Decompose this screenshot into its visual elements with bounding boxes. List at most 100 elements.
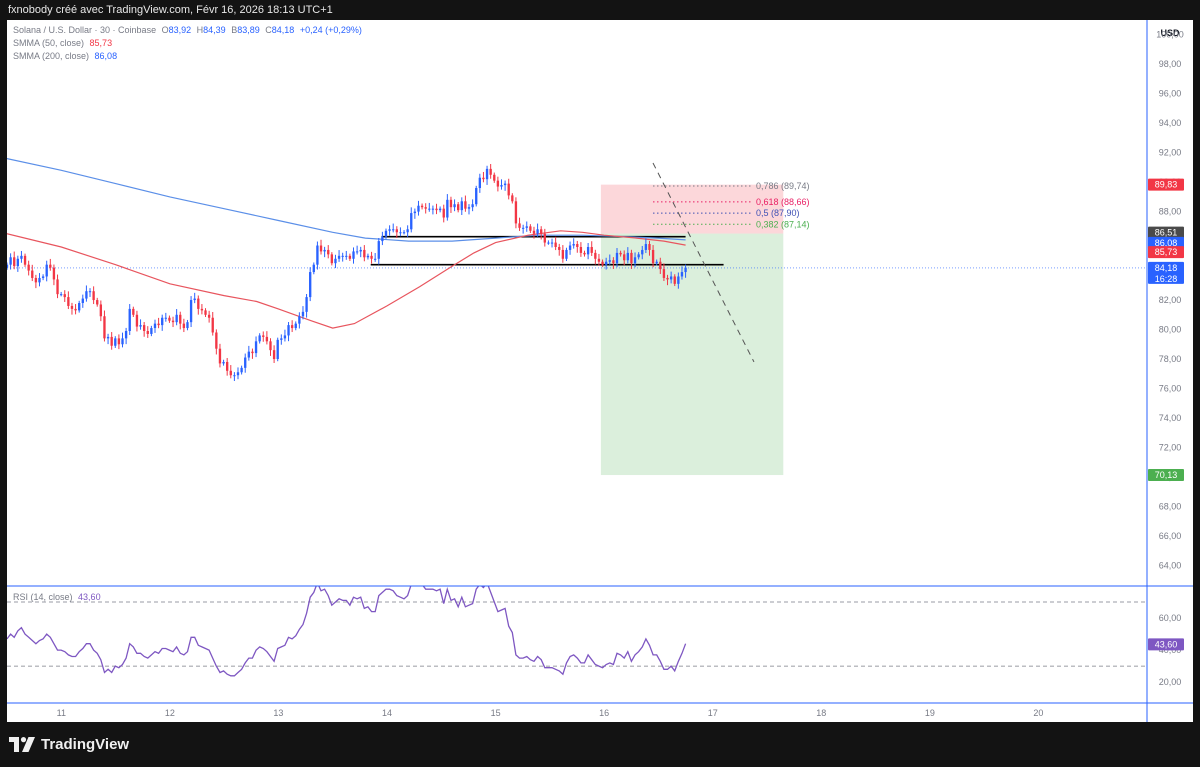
candle — [7, 262, 9, 270]
candle — [406, 225, 409, 238]
candle — [478, 173, 482, 193]
candle-body — [489, 168, 492, 175]
candle — [435, 203, 438, 215]
rsi-value: 43,60 — [78, 592, 101, 602]
candle-body — [457, 204, 460, 211]
fib-level-label: 0,382 (87,14) — [756, 219, 810, 229]
candle — [88, 288, 92, 297]
candle-body — [395, 229, 398, 233]
chart-frame[interactable]: 0,786 (89,74) 0,618 (88,66) 0,5 (87,90) 0,3… — [7, 20, 1193, 722]
candle-body — [31, 270, 34, 278]
price-tick-label: 92,00 — [1159, 148, 1182, 158]
symbol-name: Solana / U.S. Dollar · 30 · Coinbase — [13, 25, 157, 35]
candle — [641, 245, 644, 260]
legend-rsi-row[interactable]: RSI (14, close) 43,60 — [13, 592, 101, 602]
candle — [543, 228, 546, 247]
candle-body — [233, 375, 236, 377]
candle — [96, 297, 99, 307]
legend-sma50-row[interactable]: SMMA (50, close) 85,73 — [13, 38, 112, 48]
candle-body — [543, 233, 546, 243]
candle — [244, 353, 247, 373]
candle-body — [612, 260, 615, 264]
candle — [52, 264, 56, 286]
fib-retracement: 0,786 (89,74) 0,618 (88,66)0,5 (87,90)0,3… — [653, 181, 810, 229]
price-tick-label: 88,00 — [1159, 207, 1182, 217]
candle-body — [630, 252, 633, 264]
candle — [157, 317, 160, 329]
candle-body — [110, 336, 113, 346]
time-tick-label: 14 — [382, 708, 392, 718]
candle-body — [96, 300, 99, 305]
tradingview-logo[interactable]: TradingView — [9, 736, 129, 753]
candle-body — [626, 252, 629, 261]
candle-body — [330, 254, 334, 264]
candle-body — [189, 300, 193, 323]
candle — [74, 304, 77, 315]
price-tick-label: 98,00 — [1159, 59, 1182, 69]
candle — [381, 231, 384, 246]
candle — [633, 252, 637, 268]
candle — [438, 206, 442, 213]
candle — [142, 322, 146, 337]
candle — [23, 253, 27, 267]
candle-body — [272, 350, 276, 360]
candle-body — [106, 336, 110, 339]
candle — [312, 262, 315, 275]
candle-body — [568, 245, 572, 250]
candle-body — [449, 199, 453, 208]
candle — [59, 291, 63, 297]
legend-symbol-row[interactable]: Solana / U.S. Dollar · 30 · Coinbase O83… — [13, 25, 362, 35]
candle — [511, 193, 514, 204]
candle-body — [27, 264, 30, 271]
price-tick-label: 74,00 — [1159, 413, 1182, 423]
ohlc-high: H84,39 — [196, 25, 226, 35]
candle-body — [435, 208, 438, 211]
candle — [413, 208, 417, 219]
candle-body — [49, 264, 52, 268]
candle-body — [247, 351, 251, 358]
candle-body — [662, 269, 666, 278]
candle — [568, 241, 572, 255]
candle-body — [453, 204, 456, 208]
candle-body — [536, 229, 539, 234]
candle-body — [547, 242, 550, 244]
candle-body — [507, 183, 510, 196]
rsi-tick-label: 20,00 — [1159, 677, 1182, 687]
sma200-label: SMMA (200, close) — [13, 51, 90, 61]
ohlc-change: +0,24 (+0,29%) — [299, 25, 362, 35]
time-tick-label: 18 — [816, 708, 826, 718]
candle — [247, 345, 251, 361]
candle — [669, 271, 673, 284]
candle-body — [413, 211, 417, 214]
candle — [316, 241, 319, 270]
candle — [410, 207, 413, 233]
candle — [496, 176, 500, 192]
candle-body — [558, 246, 561, 250]
candle-body — [428, 208, 431, 210]
candle-body — [337, 255, 341, 259]
candle-body — [305, 297, 308, 312]
candle — [78, 300, 81, 313]
candle-body — [218, 348, 222, 364]
candle — [99, 300, 103, 322]
chart-svg[interactable]: 0,786 (89,74) 0,618 (88,66)0,5 (87,90)0,3… — [7, 20, 1193, 722]
candle — [323, 246, 326, 258]
candle — [392, 223, 395, 233]
price-tick-label: 72,00 — [1159, 442, 1182, 452]
candle — [384, 228, 388, 239]
legend-sma200-row[interactable]: SMMA (200, close) 86,08 — [13, 51, 117, 61]
candle — [70, 302, 74, 315]
candle — [189, 296, 193, 328]
candle — [348, 253, 352, 261]
candle — [547, 240, 550, 245]
candle-body — [377, 241, 380, 259]
candle — [197, 295, 200, 315]
candle-body — [540, 229, 543, 234]
candle — [370, 251, 373, 264]
candle — [233, 372, 236, 381]
candle-body — [327, 249, 330, 255]
price-tick-label: 82,00 — [1159, 295, 1182, 305]
candle-body — [312, 264, 315, 273]
candle — [283, 329, 287, 342]
candle-body — [81, 298, 84, 303]
